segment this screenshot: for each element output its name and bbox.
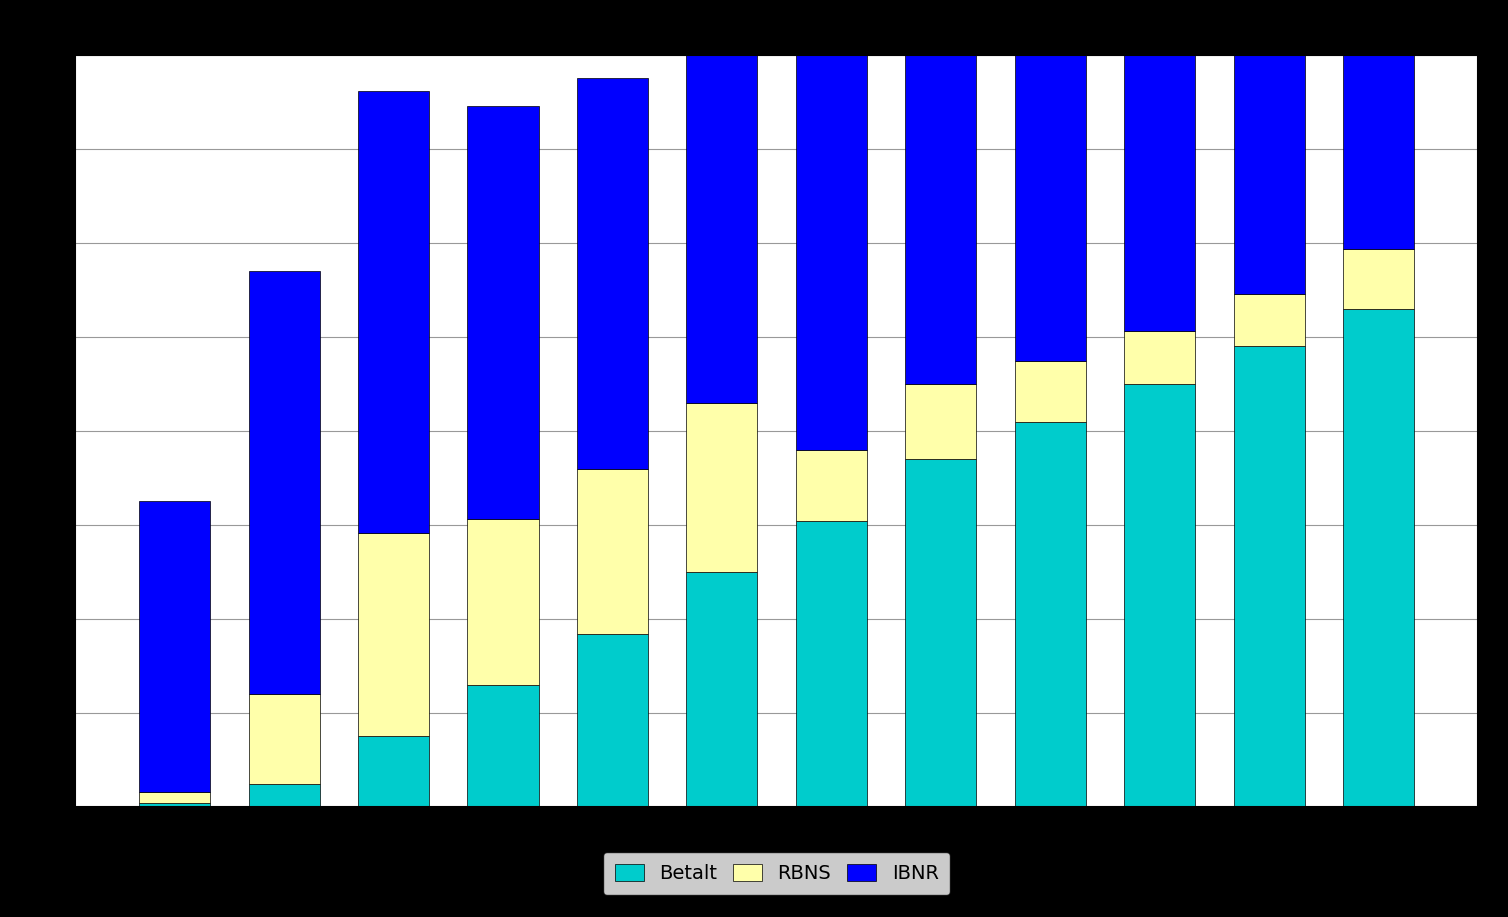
Bar	[578, 469, 648, 634]
Bar	[1015, 361, 1086, 422]
Legend: Betalt, RBNS, IBNR: Betalt, RBNS, IBNR	[603, 852, 950, 895]
Bar	[249, 784, 320, 807]
Bar	[1234, 40, 1304, 293]
Bar	[686, 572, 757, 807]
Bar	[1234, 293, 1304, 347]
Bar	[1123, 331, 1196, 384]
Bar	[686, 0, 757, 403]
Bar	[249, 694, 320, 784]
Bar	[796, 521, 867, 807]
Bar	[467, 105, 538, 519]
Bar	[139, 792, 210, 803]
Bar	[1344, 249, 1415, 309]
Bar	[357, 533, 430, 735]
Bar	[1123, 384, 1196, 807]
Bar	[686, 403, 757, 572]
Bar	[905, 384, 976, 459]
Bar	[905, 0, 976, 384]
Bar	[139, 803, 210, 807]
Bar	[578, 78, 648, 469]
Bar	[467, 519, 538, 685]
Bar	[578, 634, 648, 807]
Bar	[1344, 309, 1415, 807]
Bar	[1344, 1, 1415, 249]
Bar	[357, 91, 430, 533]
Bar	[357, 735, 430, 807]
Bar	[1234, 347, 1304, 807]
Bar	[1015, 422, 1086, 807]
Bar	[139, 501, 210, 792]
Bar	[1015, 0, 1086, 361]
Bar	[796, 449, 867, 521]
Bar	[796, 27, 867, 449]
Bar	[467, 685, 538, 807]
Bar	[1123, 34, 1196, 331]
Bar	[249, 271, 320, 694]
Bar	[905, 459, 976, 807]
